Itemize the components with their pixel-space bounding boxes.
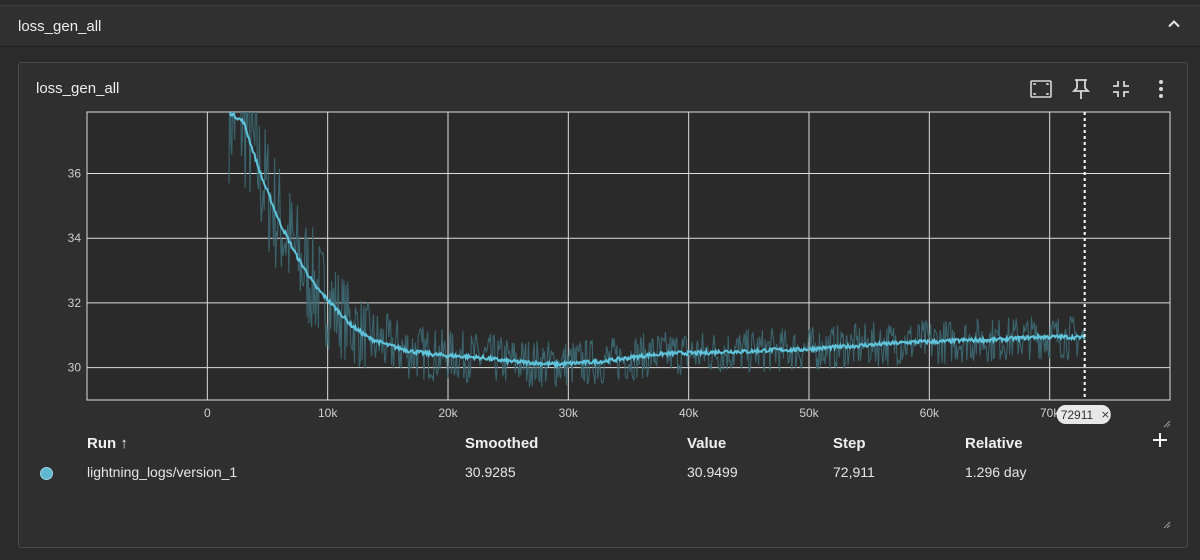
plot-frame (86, 111, 1171, 401)
step-cursor-badge[interactable]: 72911 × (1056, 405, 1111, 424)
chart-area[interactable]: 0 10k 20k 30k 40k 50k 60k 70k 30 32 34 36 72911 × (19, 103, 1185, 438)
step-column-header[interactable]: Step (833, 435, 866, 452)
smoothed-series-line (228, 112, 1086, 370)
more-vert-icon[interactable] (1149, 77, 1173, 101)
add-column-icon[interactable] (1151, 431, 1169, 449)
chevron-up-icon[interactable] (1166, 16, 1182, 32)
value-column-header[interactable]: Value (687, 435, 727, 452)
close-cursor-icon[interactable]: × (1101, 408, 1110, 421)
fit-domain-icon[interactable] (1029, 77, 1053, 101)
run-name-cell: lightning_logs/version_1 (87, 464, 238, 480)
card-title: loss_gen_all (36, 80, 120, 97)
run-column-header[interactable]: Run ↑ (87, 435, 128, 452)
x-tick-label: 60k (920, 406, 940, 420)
x-tick-label: 30k (559, 406, 579, 420)
y-tick-label: 34 (68, 231, 82, 245)
y-tick-label: 32 (68, 296, 82, 310)
pin-icon[interactable] (1069, 77, 1093, 101)
relative-column-header[interactable]: Relative (965, 435, 1023, 452)
value-cell: 30.9499 (687, 464, 738, 480)
table-resize-handle-icon[interactable] (1163, 521, 1171, 529)
smoothed-value-cell: 30.9285 (465, 464, 516, 480)
raw-series-line (228, 112, 1086, 388)
chart-card: loss_gen_all 0 10k 20k 30k 40k 50k 60k 70k 30 32 3… (18, 62, 1188, 548)
section-title: loss_gen_all (18, 18, 102, 35)
step-cell: 72,911 (833, 464, 875, 480)
section-header[interactable]: loss_gen_all (0, 5, 1200, 47)
y-tick-label: 30 (68, 361, 82, 375)
x-tick-label: 0 (204, 406, 211, 420)
y-tick-label: 36 (68, 166, 82, 180)
x-tick-label: 20k (438, 406, 458, 420)
smoothed-column-header[interactable]: Smoothed (465, 435, 539, 452)
collapse-card-icon[interactable] (1109, 77, 1133, 101)
run-color-dot (40, 467, 53, 480)
loss-chart[interactable]: 0 10k 20k 30k 40k 50k 60k 70k 30 32 34 36 72911 × (19, 103, 1185, 433)
resize-handle-icon[interactable] (1163, 420, 1171, 428)
relative-cell: 1.296 day (965, 464, 1027, 480)
x-tick-label: 10k (318, 406, 338, 420)
step-cursor-label: 72911 (1061, 408, 1094, 422)
x-tick-label: 70k (1040, 406, 1060, 420)
x-tick-label: 40k (679, 406, 699, 420)
x-tick-label: 50k (799, 406, 819, 420)
